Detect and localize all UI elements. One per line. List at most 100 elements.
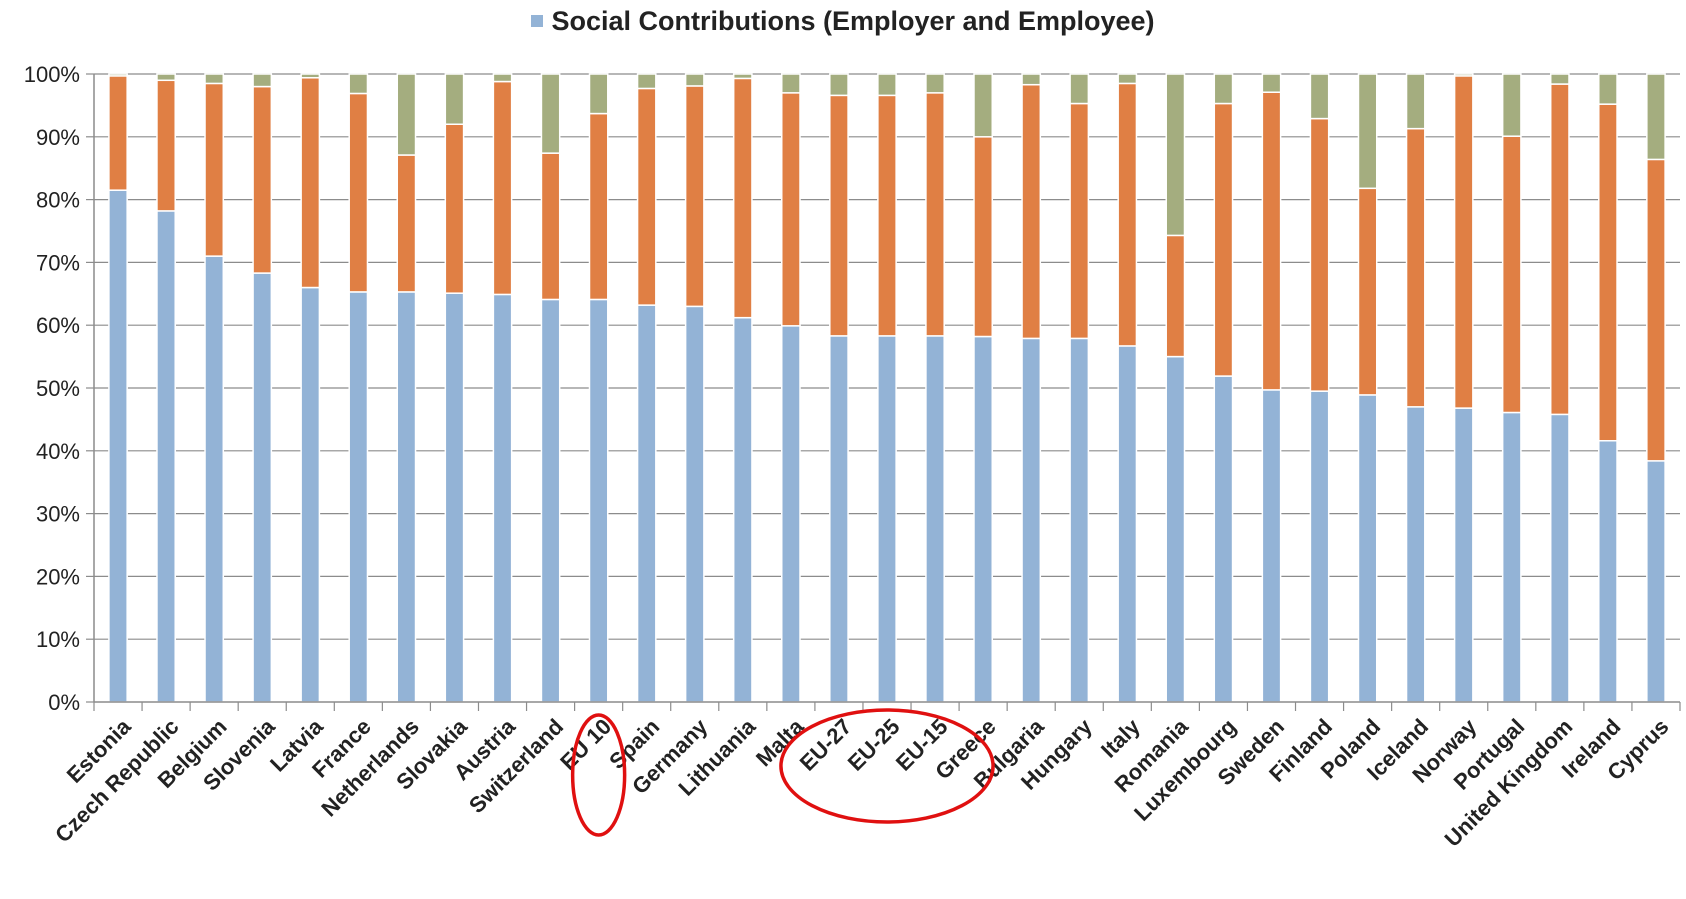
bar-segment-s2-1 bbox=[156, 73, 176, 82]
bar-segment-s0-23 bbox=[1213, 375, 1234, 703]
bar-segment-s1-14 bbox=[780, 92, 801, 327]
bar-segment-s2-25 bbox=[1309, 73, 1330, 120]
bar-segment-s1-17 bbox=[925, 92, 945, 337]
bar-segment-s2-27 bbox=[1405, 73, 1426, 130]
bar-segment-s1-24 bbox=[1261, 91, 1282, 391]
bar-segment-s0-30 bbox=[1549, 413, 1570, 703]
bar-segment-s1-15 bbox=[829, 94, 849, 337]
axes bbox=[86, 73, 1681, 711]
bar-segment-s2-28 bbox=[1453, 73, 1474, 77]
bar-segment-s0-22 bbox=[1165, 355, 1186, 703]
bar-segment-s1-1 bbox=[156, 79, 176, 212]
bar-segment-s0-3 bbox=[252, 272, 273, 703]
bar-segment-s1-7 bbox=[444, 123, 465, 294]
bar-segment-s1-26 bbox=[1357, 187, 1378, 396]
bar-segment-s1-32 bbox=[1646, 158, 1666, 462]
bar-segment-s1-29 bbox=[1501, 135, 1522, 414]
bar-segment-s0-10 bbox=[588, 298, 609, 703]
bar-segment-s0-31 bbox=[1598, 440, 1618, 703]
bar-segment-s0-24 bbox=[1261, 389, 1282, 703]
bar-segment-s0-2 bbox=[204, 255, 225, 703]
bar-segment-s1-21 bbox=[1117, 82, 1138, 347]
bar-segment-s0-14 bbox=[780, 325, 801, 703]
bar-segment-s1-9 bbox=[540, 152, 561, 301]
x-tick-label: EU-25 bbox=[843, 714, 905, 776]
bar-segment-s0-8 bbox=[492, 293, 513, 703]
bar-segment-s2-18 bbox=[973, 73, 994, 138]
bar-segment-s1-19 bbox=[1021, 83, 1042, 340]
bar-segment-s2-0 bbox=[108, 73, 128, 77]
bar-segment-s0-5 bbox=[348, 291, 369, 703]
bar-segment-s0-4 bbox=[300, 286, 321, 703]
y-tick-label: 50% bbox=[36, 376, 80, 401]
y-tick-label: 80% bbox=[36, 188, 80, 213]
bar-segment-s0-13 bbox=[732, 316, 753, 703]
bar-segment-s0-12 bbox=[684, 305, 705, 703]
bar-segment-s2-12 bbox=[684, 73, 705, 87]
highlight-ellipse-0 bbox=[570, 713, 627, 837]
bar-segment-s2-30 bbox=[1549, 73, 1570, 85]
y-tick-label: 100% bbox=[24, 62, 80, 87]
legend-swatch-social-contributions bbox=[531, 14, 544, 27]
bar-segment-s2-7 bbox=[444, 73, 465, 125]
bar-segment-s0-20 bbox=[1069, 337, 1090, 703]
bar-segment-s1-22 bbox=[1165, 234, 1186, 358]
bar-segment-s2-32 bbox=[1646, 73, 1666, 161]
y-tick-label: 40% bbox=[36, 439, 80, 464]
bar-segment-s1-3 bbox=[252, 85, 273, 274]
bar-segment-s2-9 bbox=[540, 73, 561, 154]
y-tick-label: 0% bbox=[48, 690, 80, 715]
bar-segment-s2-23 bbox=[1213, 73, 1234, 105]
bars bbox=[108, 73, 1666, 703]
legend-label: Social Contributions (Employer and Emplo… bbox=[551, 6, 1155, 36]
bar-segment-s1-11 bbox=[636, 87, 657, 306]
bar-segment-s2-14 bbox=[780, 73, 801, 94]
bar-segment-s1-18 bbox=[973, 136, 994, 338]
x-tick-label: EU-27 bbox=[795, 714, 857, 776]
bar-segment-s1-6 bbox=[396, 154, 417, 293]
bar-segment-s2-31 bbox=[1598, 73, 1618, 105]
bar-segment-s0-32 bbox=[1646, 460, 1666, 703]
bar-segment-s2-24 bbox=[1261, 73, 1282, 93]
bar-segment-s1-2 bbox=[204, 82, 225, 257]
bar-segment-s1-8 bbox=[492, 80, 513, 296]
bar-segment-s2-20 bbox=[1069, 73, 1090, 105]
bar-segment-s2-16 bbox=[877, 73, 897, 97]
bar-segment-s2-6 bbox=[396, 73, 417, 156]
y-tick-labels: 0% 10% 20% 30% 40% 50% 60% 70% 80% 90% 100% bbox=[24, 62, 80, 715]
bar-segment-s0-7 bbox=[444, 292, 465, 703]
bar-segment-s0-15 bbox=[829, 335, 849, 703]
bar-segment-s2-19 bbox=[1021, 73, 1042, 86]
bar-segment-s1-20 bbox=[1069, 102, 1090, 340]
bar-segment-s0-17 bbox=[925, 335, 945, 703]
bar-segment-s0-25 bbox=[1309, 390, 1330, 703]
y-tick-label: 70% bbox=[36, 250, 80, 275]
y-tick-label: 60% bbox=[36, 313, 80, 338]
y-tick-label: 10% bbox=[36, 627, 80, 652]
chart-legend: Social Contributions (Employer and Emplo… bbox=[0, 6, 1686, 37]
bar-segment-s1-31 bbox=[1598, 103, 1618, 442]
bar-segment-s1-23 bbox=[1213, 102, 1234, 377]
bar-segment-s2-5 bbox=[348, 73, 369, 95]
bar-segment-s1-13 bbox=[732, 77, 753, 319]
bar-segment-s2-11 bbox=[636, 73, 657, 90]
bar-segment-s0-19 bbox=[1021, 337, 1042, 703]
bar-segment-s2-29 bbox=[1501, 73, 1522, 137]
bar-segment-s2-22 bbox=[1165, 73, 1186, 237]
bar-segment-s0-18 bbox=[973, 335, 994, 703]
bar-segment-s0-6 bbox=[396, 291, 417, 703]
y-tick-label: 30% bbox=[36, 502, 80, 527]
bar-segment-s0-11 bbox=[636, 304, 657, 703]
bar-segment-s1-5 bbox=[348, 92, 369, 293]
bar-segment-s0-29 bbox=[1501, 411, 1522, 703]
bar-segment-s2-4 bbox=[300, 73, 321, 79]
bar-segment-s2-10 bbox=[588, 73, 609, 115]
bar-segment-s1-28 bbox=[1453, 75, 1474, 409]
bar-segment-s2-2 bbox=[204, 73, 225, 85]
annotations bbox=[570, 708, 995, 837]
bar-segment-s1-30 bbox=[1549, 83, 1570, 416]
bar-segment-s2-13 bbox=[732, 73, 753, 80]
bar-segment-s2-3 bbox=[252, 73, 273, 88]
